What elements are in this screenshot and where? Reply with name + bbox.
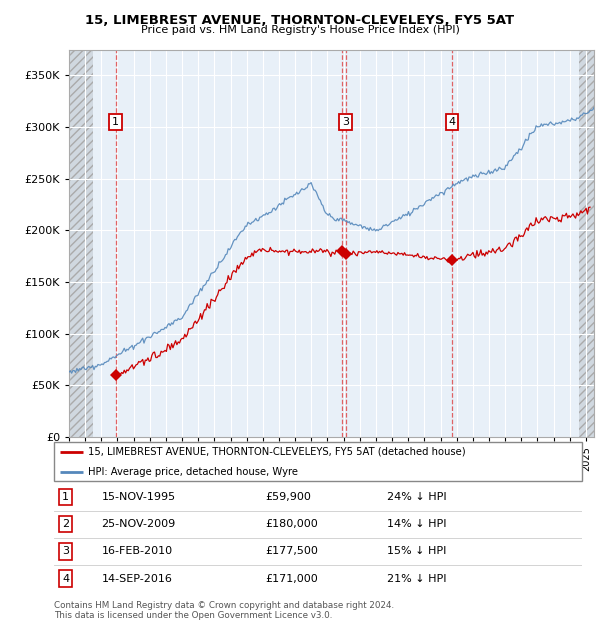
Text: 15, LIMEBREST AVENUE, THORNTON-CLEVELEYS, FY5 5AT (detached house): 15, LIMEBREST AVENUE, THORNTON-CLEVELEYS… (88, 446, 466, 457)
Text: 15, LIMEBREST AVENUE, THORNTON-CLEVELEYS, FY5 5AT: 15, LIMEBREST AVENUE, THORNTON-CLEVELEYS… (85, 14, 515, 27)
Text: 4: 4 (448, 117, 455, 127)
Text: This data is licensed under the Open Government Licence v3.0.: This data is licensed under the Open Gov… (54, 611, 332, 620)
Text: £180,000: £180,000 (265, 520, 318, 529)
Bar (580, 50, 594, 437)
Text: Contains HM Land Registry data © Crown copyright and database right 2024.: Contains HM Land Registry data © Crown c… (54, 601, 394, 611)
Text: 14-SEP-2016: 14-SEP-2016 (101, 574, 172, 583)
Text: 1: 1 (112, 117, 119, 127)
Bar (69, 50, 93, 437)
Text: £171,000: £171,000 (265, 574, 318, 583)
Text: 3: 3 (342, 117, 349, 127)
Text: £177,500: £177,500 (265, 546, 318, 556)
Text: 4: 4 (62, 574, 69, 583)
Text: 3: 3 (62, 546, 69, 556)
Text: £59,900: £59,900 (265, 492, 311, 502)
Text: 16-FEB-2010: 16-FEB-2010 (101, 546, 173, 556)
Text: 14% ↓ HPI: 14% ↓ HPI (386, 520, 446, 529)
Text: Price paid vs. HM Land Registry's House Price Index (HPI): Price paid vs. HM Land Registry's House … (140, 25, 460, 35)
Text: 1: 1 (62, 492, 69, 502)
Text: 15-NOV-1995: 15-NOV-1995 (101, 492, 176, 502)
Text: 25-NOV-2009: 25-NOV-2009 (101, 520, 176, 529)
Text: 21% ↓ HPI: 21% ↓ HPI (386, 574, 446, 583)
Text: 15% ↓ HPI: 15% ↓ HPI (386, 546, 446, 556)
Text: HPI: Average price, detached house, Wyre: HPI: Average price, detached house, Wyre (88, 467, 298, 477)
Text: 2: 2 (62, 520, 69, 529)
Text: 24% ↓ HPI: 24% ↓ HPI (386, 492, 446, 502)
